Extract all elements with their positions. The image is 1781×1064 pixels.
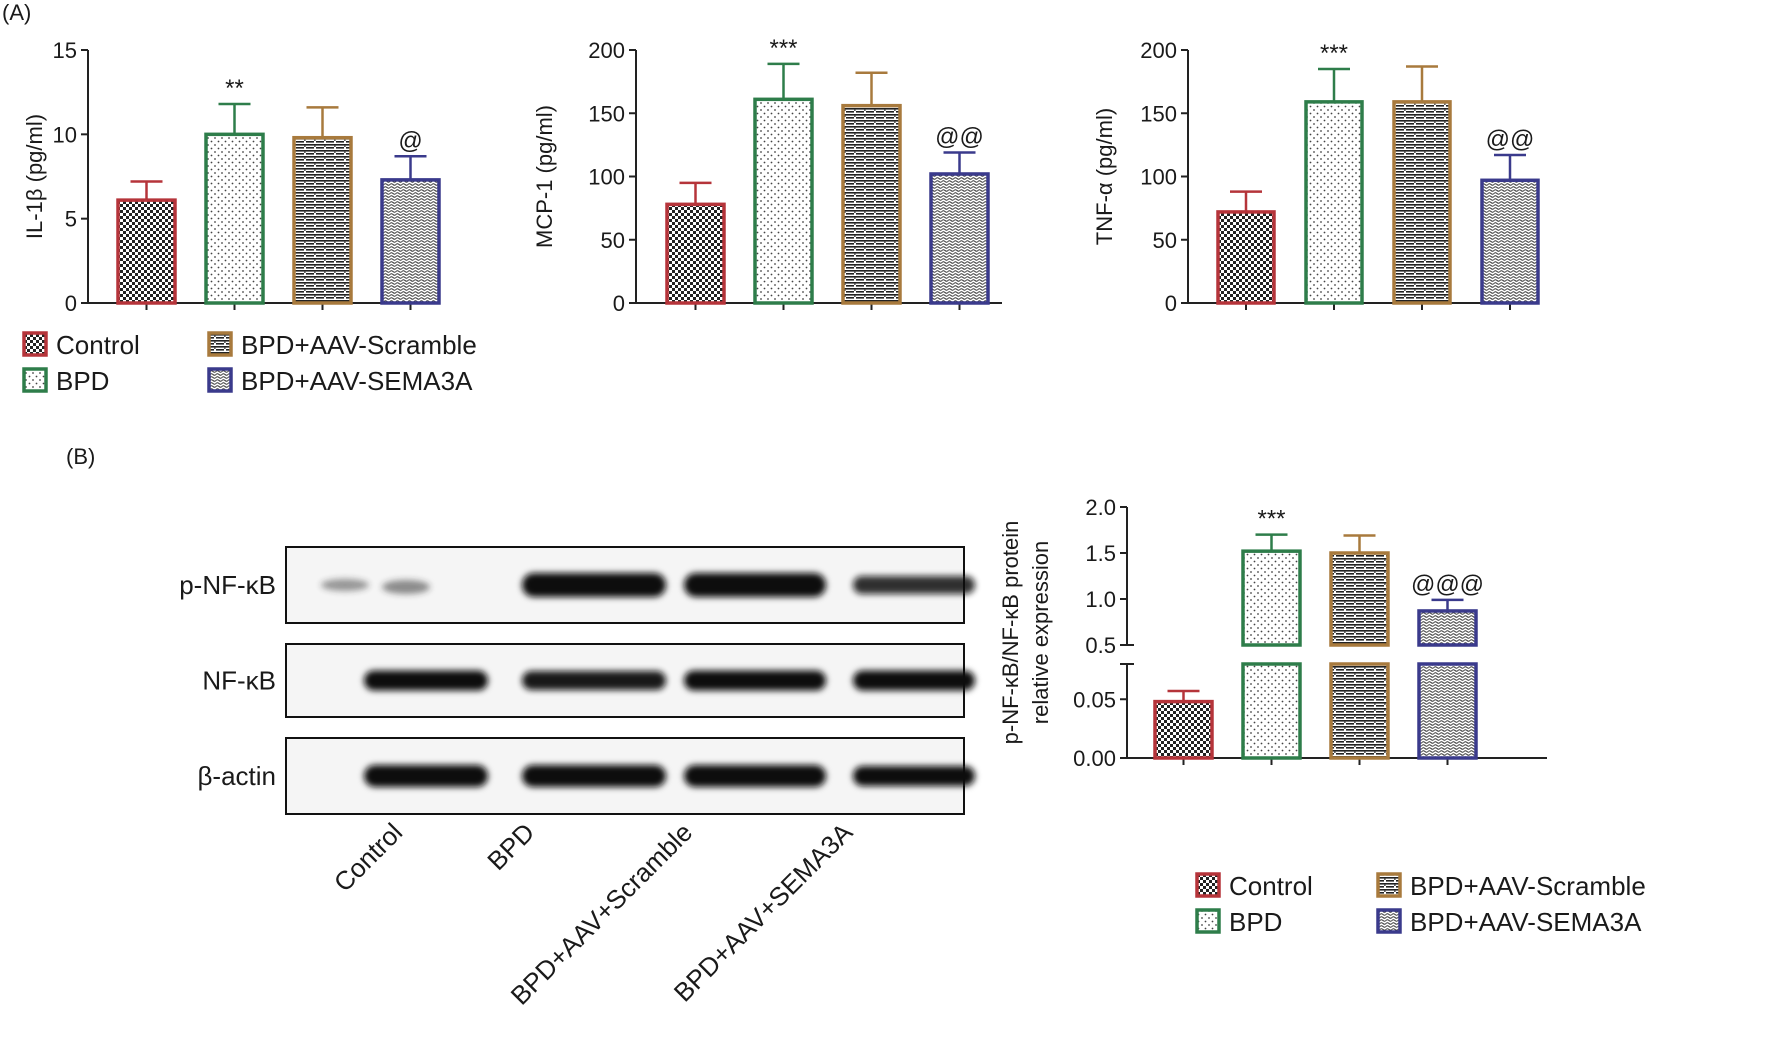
blot-row-label: NF-κB [202, 666, 276, 696]
y-tick-label: 2.0 [1085, 495, 1116, 520]
legend-label: BPD+AAV-SEMA3A [1410, 907, 1642, 937]
blot-lane-label: BPD [481, 817, 540, 876]
legend-swatch [22, 367, 48, 393]
bar-bpd-aav-scramble [292, 135, 353, 305]
legend-swatch [207, 331, 233, 357]
blot-band [382, 580, 430, 594]
y-tick-label: 150 [1140, 101, 1177, 126]
bar-bpd-aav-scramble [841, 103, 902, 305]
legend-label: BPD+AAV-Scramble [1410, 871, 1646, 901]
significance-label: @ [398, 127, 422, 154]
blot-band [684, 670, 826, 691]
y-tick-label: 150 [588, 101, 625, 126]
bar-bpd [204, 132, 265, 305]
bar-bpd [1241, 549, 1302, 647]
bar-control [1153, 699, 1214, 760]
y-tick-label: 1.0 [1085, 587, 1116, 612]
y-tick-label: 0 [65, 291, 77, 316]
legend-label: BPD+AAV-SEMA3A [241, 366, 473, 396]
western-blot: p-NF-κB NF-κB β-actin Control BPDBPD+AAV+Scr… [179, 546, 975, 1011]
y-tick-label: 10 [53, 122, 77, 147]
bar-bpd-aav-sema3a-lower [1417, 662, 1478, 760]
blot-band [684, 765, 826, 787]
y-tick-label: 5 [65, 207, 77, 232]
blot-band [853, 670, 975, 691]
bar-bpd-aav-sema3a [1417, 609, 1478, 647]
legend-swatch [22, 331, 48, 357]
panel-a-label: (A) [2, 0, 31, 25]
y-tick-label: 0.5 [1085, 633, 1116, 658]
bar-bpd-aav-scramble [1392, 100, 1452, 305]
y-tick-label: 0.05 [1073, 687, 1116, 712]
y-tick-label: 0 [613, 291, 625, 316]
y-tick-label: 50 [601, 228, 625, 253]
significance-label: @@@ [1411, 571, 1484, 598]
y-tick-label: 1.5 [1085, 541, 1116, 566]
bar-control [665, 202, 726, 305]
significance-label: *** [1257, 506, 1285, 533]
blot-band [364, 670, 488, 691]
blot-band [522, 765, 666, 787]
legend-label: BPD+AAV-Scramble [241, 330, 477, 360]
y-tick-label: 100 [588, 165, 625, 190]
significance-label: @@ [1486, 126, 1535, 153]
nfkb-ratio-chart: 0.5 1.0 1.5 2.0 0.00 0.05 p-NF-κB/NF-κB protei… [998, 495, 1547, 771]
blot-band [853, 766, 975, 786]
significance-label: *** [1320, 40, 1348, 67]
legend-swatch [1195, 908, 1221, 934]
y-tick-label: 200 [588, 38, 625, 63]
bar-bpd-aav-sema3a [380, 178, 441, 305]
y-axis-label: MCP-1 (pg/ml) [532, 105, 557, 248]
bar-control [116, 198, 177, 305]
blot-band [853, 576, 975, 594]
legend-panel-a: Control BPD BPD+AAV-Scramble BPD+AAV-SEMA3A [22, 330, 477, 396]
y-tick-label: 200 [1140, 38, 1177, 63]
bar-bpd [1304, 100, 1364, 305]
legend-label: BPD [1229, 907, 1282, 937]
blot-row-label: β-actin [197, 761, 276, 791]
mcp1-chart: 0 50 100 150 200 MCP-1 (pg/ml) *** @@ [532, 35, 1002, 316]
significance-label: *** [769, 35, 797, 62]
bar-bpd-lower [1241, 662, 1302, 760]
tnfa-chart: 0 50 100 150 200 TNF-α (pg/ml) *** @@ [1092, 38, 1540, 316]
bar-bpd-aav-scramble-lower [1329, 662, 1390, 760]
bar-control [1216, 210, 1276, 305]
legend-swatch [1376, 872, 1402, 898]
blot-band [522, 573, 666, 597]
legend-panel-b: Control BPD BPD+AAV-Scramble BPD+AAV-SEMA3A [1195, 871, 1646, 937]
significance-label: ** [225, 75, 244, 102]
y-axis-label: IL-1β (pg/ml) [22, 114, 47, 239]
legend-label: BPD [56, 366, 109, 396]
y-axis-label: p-NF-κB/NF-κB protein [998, 521, 1023, 745]
significance-label: @@ [935, 123, 984, 150]
legend-swatch [1376, 908, 1402, 934]
y-tick-label: 15 [53, 38, 77, 63]
bar-bpd-aav-sema3a [1480, 178, 1540, 305]
blot-band [684, 573, 826, 597]
blot-lane-label: BPD+AAV+Scramble [505, 817, 699, 1011]
legend-label: Control [1229, 871, 1313, 901]
y-tick-label: 0.00 [1073, 746, 1116, 771]
bar-bpd-aav-sema3a [929, 172, 990, 305]
legend-swatch [1195, 872, 1221, 898]
bar-bpd [753, 97, 814, 305]
bar-bpd-aav-scramble [1329, 551, 1390, 647]
y-tick-label: 100 [1140, 165, 1177, 190]
blot-band [522, 671, 666, 690]
y-tick-label: 50 [1153, 228, 1177, 253]
blot-row-label: p-NF-κB [179, 570, 276, 600]
blot-lane-label: Control [328, 817, 408, 897]
y-axis-label: relative expression [1028, 541, 1053, 724]
blot-band [364, 765, 488, 787]
blot-band [321, 579, 369, 591]
y-axis-label: TNF-α (pg/ml) [1092, 108, 1117, 245]
blot-lane-label: BPD+AAV+SEMA3A [668, 817, 859, 1008]
il1b-chart: 0 5 10 15 IL-1β (pg/ml) ** @ [22, 38, 441, 316]
legend-label: Control [56, 330, 140, 360]
panel-b-label: (B) [66, 444, 95, 469]
legend-swatch [207, 367, 233, 393]
y-tick-label: 0 [1165, 291, 1177, 316]
